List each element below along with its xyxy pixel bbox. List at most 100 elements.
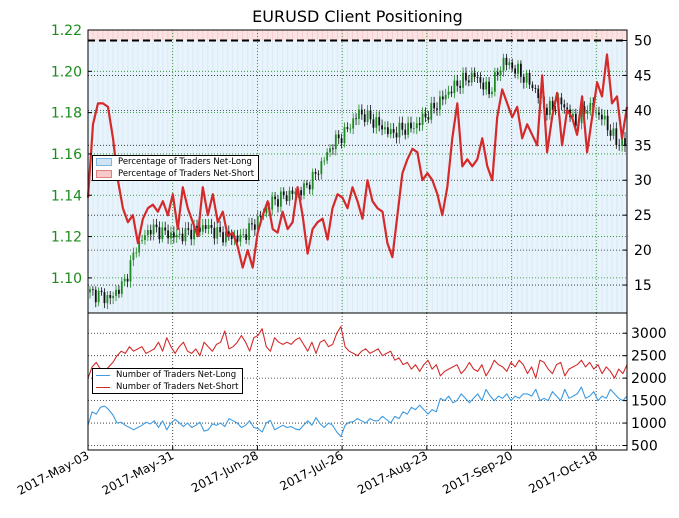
candle-body [109,294,112,299]
candle-body [369,110,372,120]
candle-body [563,104,566,108]
candle-body [216,227,219,239]
bottom-right-tick-label: 2000 [631,371,667,387]
net-short-pct-line [86,53,629,269]
legend-item-count-long: Number of Traders Net-Long [93,369,242,381]
candle-body [439,96,441,110]
candle-body [193,225,196,240]
candle-body [560,97,563,105]
candle-body [404,129,407,135]
legend-bottom: Number of Traders Net-Long Number of Tra… [92,368,244,394]
candle-body [459,85,462,88]
candle-body [384,127,386,130]
left-tick-label: 1.20 [51,64,82,80]
candle-body [598,112,600,115]
candle-body [389,129,392,135]
right-tick-label: 15 [634,278,652,294]
candle-body [433,102,436,109]
candle-body [491,91,493,95]
candle-body [349,128,352,130]
candle-body [352,118,355,129]
candle-body [144,235,146,241]
candle-body [256,216,259,230]
candle-body [311,171,314,190]
candle-body [534,88,537,89]
legend-top: Percentage of Traders Net-Long Percentag… [92,155,260,181]
candle-body [343,127,346,144]
right-tick-label: 25 [634,208,652,224]
candle-body [274,196,276,200]
candle-body [305,183,308,185]
candle-body [436,108,438,110]
candle-body [525,72,528,83]
candle-body [600,114,603,120]
candle-body [378,117,381,126]
candle-body [172,232,175,238]
candle-body [537,88,540,98]
candle-body [300,190,303,196]
candle-body [395,132,398,138]
bottom-panel-frame [87,312,628,451]
candle-body [410,122,412,129]
candle-body [583,106,586,114]
x-tick-label: 2017-Jul-26 [277,448,345,493]
candle-body [493,72,496,92]
candle-body [488,81,490,95]
candle-body [511,62,514,69]
candle-body [155,224,158,228]
candle-body [294,191,297,194]
candle-body [248,223,250,240]
candle-body [485,81,488,90]
candle-body [363,114,366,122]
x-tick-label: 2017-Aug-23 [355,448,430,497]
candle-body [132,252,135,261]
candle-body [253,224,256,230]
candle-body [236,235,239,242]
candle-body [123,278,126,282]
candle-body [421,113,424,125]
right-tick-label: 50 [634,33,652,49]
candle-body [245,234,248,240]
candle-body [554,110,557,112]
candle-body [580,106,583,124]
candle-body [386,127,389,135]
candle-body [279,191,282,207]
bottom-right-tick-label: 1500 [631,394,667,410]
candle-body [528,72,531,85]
candle-body [152,224,155,235]
left-tick-label: 1.18 [51,106,82,122]
candle-body [572,113,574,118]
candle-body [522,76,525,83]
candle-body [462,72,464,88]
candle-body [415,123,418,129]
candle-body [239,234,242,242]
candle-body [187,228,190,230]
candle-body [595,112,597,114]
candle-body [225,231,227,243]
right-tick-label: 20 [634,243,652,259]
candle-body [326,152,329,161]
left-tick-label: 1.12 [51,230,82,246]
candle-body [450,91,453,94]
candle-body [317,173,320,175]
candle-body [277,199,279,207]
candle-body [210,225,213,228]
candle-body [519,63,522,77]
legend-swatch-net-long [96,158,112,166]
candle-body [447,91,450,95]
legend-label-net-long: Percentage of Traders Net-Long [118,157,252,167]
candle-body [97,290,100,303]
candle-body [329,148,331,153]
legend-item-net-long: Percentage of Traders Net-Long [93,156,258,168]
legend-swatch-net-short [96,170,112,178]
candle-body [589,102,592,111]
candle-body [320,161,323,175]
candle-body [106,294,109,304]
candle-body [91,289,94,291]
candle-body [118,289,120,294]
candle-body [213,227,216,239]
left-tick-label: 1.16 [51,147,82,163]
candle-body [346,127,349,129]
candle-body [178,233,181,235]
candle-body [401,122,404,130]
